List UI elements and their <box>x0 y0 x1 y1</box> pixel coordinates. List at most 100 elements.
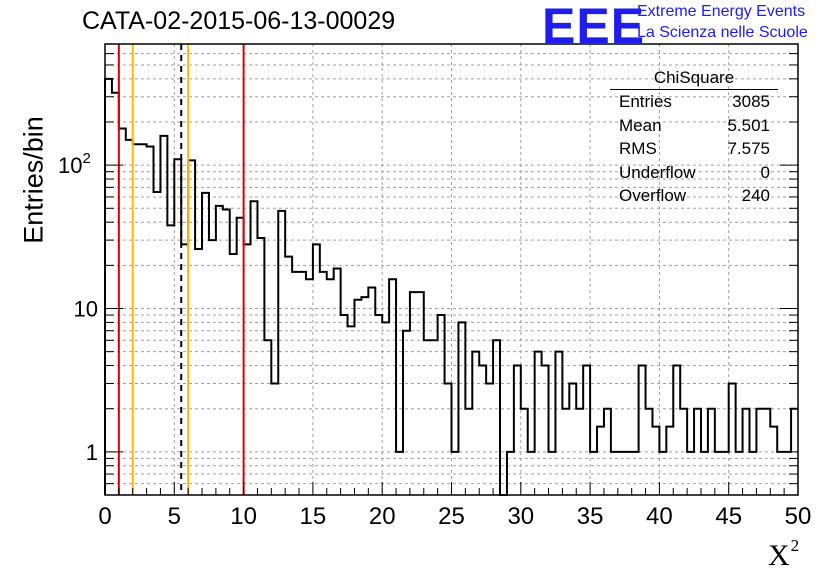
histogram-bin <box>244 244 251 495</box>
x-tick-label: 15 <box>300 503 327 530</box>
x-axis: 0 5 10 15 20 25 30 35 40 45 50 <box>98 482 811 530</box>
histogram-bin <box>597 427 604 495</box>
histogram-bin <box>743 409 750 495</box>
histogram-bin <box>535 352 542 495</box>
y-tick-label-exponent: 2 <box>82 150 90 167</box>
histogram-bin <box>542 366 549 495</box>
histogram-bin <box>389 279 396 495</box>
histogram-bin <box>348 326 355 495</box>
histogram-bin <box>181 244 188 495</box>
histogram-bin <box>167 225 174 495</box>
histogram-bin <box>119 129 126 495</box>
stats-row-entries: Entries 3085 <box>610 90 778 114</box>
stats-box: ChiSquare Entries 3085 Mean 5.501 RMS 7.… <box>610 68 778 208</box>
histogram-bin <box>555 352 562 495</box>
histogram-bin <box>375 315 382 495</box>
stats-value: 7.575 <box>727 139 770 158</box>
histogram-bin <box>195 249 202 495</box>
histogram-bin <box>507 452 514 495</box>
histogram-bin <box>604 409 611 495</box>
histogram-bin <box>549 452 556 495</box>
histogram-bin <box>188 160 195 495</box>
histogram-bin <box>209 240 216 495</box>
x-tick-label: 20 <box>369 503 396 530</box>
histogram-bin <box>452 452 459 495</box>
histogram-bin <box>652 427 659 495</box>
histogram-bin <box>493 340 500 495</box>
stats-label: Mean <box>619 115 662 135</box>
x-tick-label: 5 <box>168 503 181 530</box>
stats-value: 240 <box>741 186 770 205</box>
histogram-bin <box>424 340 431 495</box>
histogram-bin <box>687 452 694 495</box>
histogram-bin <box>673 366 680 495</box>
stats-row-underflow: Underflow 0 <box>610 161 778 185</box>
histogram-bin <box>611 452 618 495</box>
histogram-bin <box>271 383 278 495</box>
brand-line-1: Extreme Energy Events <box>637 3 806 20</box>
histogram-bin <box>361 297 368 495</box>
stats-label: Entries <box>619 92 672 111</box>
histogram-bin <box>777 452 784 495</box>
histogram-series <box>104 77 798 496</box>
histogram-bin <box>583 366 590 495</box>
histogram-bin <box>216 206 223 495</box>
stats-row-overflow: Overflow 240 <box>610 184 778 208</box>
histogram-bin <box>486 383 493 495</box>
histogram-bin <box>562 409 569 495</box>
eee-logo: EEE <box>542 0 646 54</box>
histogram-bin <box>223 210 230 495</box>
histogram-bin <box>445 383 452 495</box>
y-tick-label: 102 <box>58 150 91 178</box>
histogram-bin <box>458 322 465 495</box>
stats-row-rms: RMS 7.575 <box>610 137 778 161</box>
histogram-bin <box>354 300 361 495</box>
reference-lines <box>117 44 245 495</box>
stats-label: RMS <box>619 139 657 158</box>
brand-line-2: La Scienza nelle Scuole <box>637 24 808 41</box>
histogram-bin <box>666 427 673 495</box>
histogram-bin <box>528 452 535 495</box>
histogram-bin <box>770 427 777 495</box>
histogram-bin <box>112 93 119 495</box>
histogram-bin <box>264 340 271 495</box>
x-tick-label: 35 <box>577 503 604 530</box>
histogram-bin <box>417 292 424 495</box>
histogram-bin <box>722 452 729 495</box>
histogram-bin <box>147 146 154 495</box>
x-tick-label: 30 <box>507 503 534 530</box>
histogram-bin <box>237 218 244 495</box>
histogram-bin <box>590 452 597 495</box>
x-tick-label: 25 <box>438 503 465 530</box>
histogram-bin <box>306 279 313 495</box>
histogram-bin <box>105 79 112 495</box>
x-tick-label: 40 <box>646 503 673 530</box>
x-axis-label-base: X <box>768 539 790 572</box>
y-tick-label: 1 <box>86 440 98 465</box>
x-tick-label: 50 <box>785 503 812 530</box>
chart-title: CATA-02-2015-06-13-00029 <box>82 7 396 35</box>
histogram-bin <box>292 272 299 495</box>
histogram-bin <box>278 211 285 495</box>
histogram-bin <box>368 288 375 495</box>
histogram-bin <box>202 193 209 495</box>
histogram-bin <box>133 144 140 495</box>
histogram-bin <box>174 159 181 495</box>
stats-title: ChiSquare <box>653 68 735 87</box>
histogram-bin <box>438 315 445 495</box>
histogram-bin <box>410 292 417 495</box>
histogram-bin <box>341 315 348 495</box>
histogram-bin <box>320 272 327 495</box>
histogram-bin <box>465 409 472 495</box>
histogram-bin <box>729 383 736 495</box>
stats-value: 5.501 <box>727 115 770 135</box>
stats-value: 0 <box>760 162 770 182</box>
histogram-bin <box>160 136 167 495</box>
histogram-bin <box>569 383 576 495</box>
histogram-bin <box>708 409 715 495</box>
histogram-bin <box>680 409 687 495</box>
histogram-bin <box>632 452 639 495</box>
histogram-bin <box>230 254 237 495</box>
